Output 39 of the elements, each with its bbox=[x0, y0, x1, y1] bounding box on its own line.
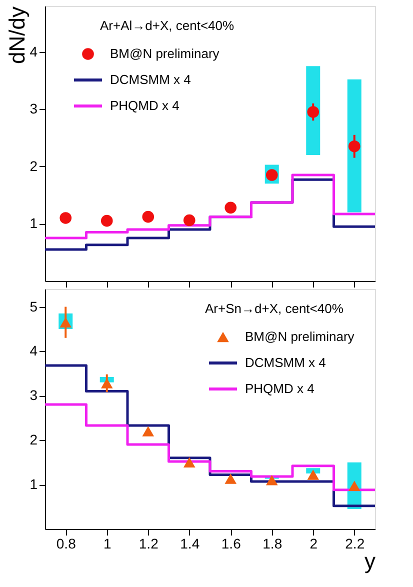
legend-label: DCMSMM x 4 bbox=[245, 355, 326, 370]
y-tick-label: 2 bbox=[30, 158, 38, 174]
y-tick-label: 5 bbox=[30, 298, 38, 314]
point bbox=[183, 457, 196, 468]
x-tick-label: 1.6 bbox=[221, 536, 242, 552]
point bbox=[142, 210, 154, 223]
point bbox=[100, 214, 113, 227]
point bbox=[60, 212, 72, 224]
x-tick-label: 1.8 bbox=[262, 536, 282, 552]
x-tick-label: 2 bbox=[310, 536, 318, 552]
point bbox=[142, 426, 154, 436]
point bbox=[183, 214, 196, 226]
x-axis-title: y bbox=[364, 548, 376, 574]
x-tick-label: 1.2 bbox=[138, 536, 159, 552]
point bbox=[224, 474, 237, 484]
x-tick-label: 1 bbox=[103, 536, 112, 552]
point bbox=[266, 474, 278, 486]
y-tick-label: 2 bbox=[30, 432, 38, 448]
y-tick-label: 1 bbox=[30, 476, 38, 492]
x-tick-label: 0.8 bbox=[56, 536, 76, 552]
point bbox=[224, 202, 237, 214]
legend-label: PHQMD x 4 bbox=[110, 98, 180, 113]
y-tick-label: 1 bbox=[30, 215, 38, 232]
legend-label: PHQMD x 4 bbox=[245, 381, 314, 396]
x-tick-label: 2.2 bbox=[345, 536, 365, 552]
point bbox=[307, 470, 320, 480]
legend-label: BM@N preliminary bbox=[110, 46, 220, 61]
y-tick-label: 4 bbox=[30, 342, 38, 359]
y-tick-label: 3 bbox=[30, 387, 38, 404]
y-tick-label: 4 bbox=[30, 43, 38, 60]
x-tick-label: 1.4 bbox=[180, 536, 200, 552]
annotation: Ar+Al→d+X, cent<40% bbox=[100, 18, 234, 33]
bar bbox=[306, 66, 320, 155]
legend-label: BM@N preliminary bbox=[245, 329, 355, 344]
y-tick-label: 3 bbox=[30, 100, 38, 117]
annotation: Ar+Sn→d+X, cent<40% bbox=[205, 301, 344, 316]
y-axis-title: dN/dy bbox=[4, 6, 30, 64]
bar bbox=[347, 79, 362, 212]
legend-label: DCMSMM x 4 bbox=[110, 72, 191, 87]
